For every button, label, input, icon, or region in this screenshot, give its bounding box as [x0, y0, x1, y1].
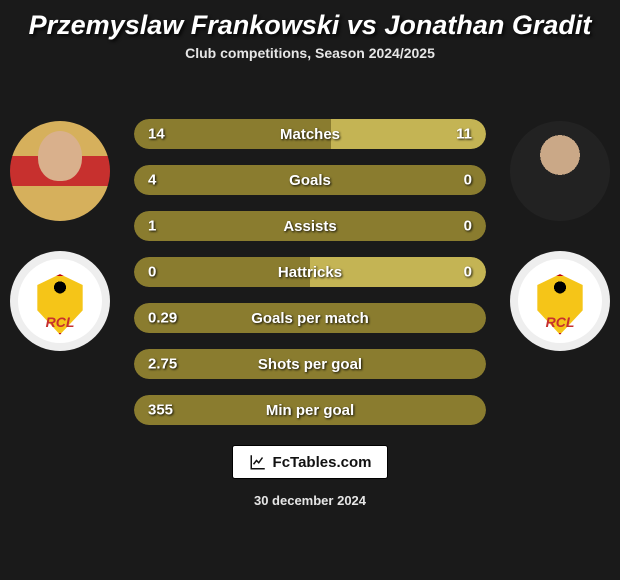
comparison-panel: Matches1411Goals40Assists10Hattricks00Go… — [0, 83, 620, 508]
stat-value-right: 0 — [464, 264, 472, 281]
stat-bar: Min per goal 355 — [134, 395, 486, 425]
stat-label: Min per goal — [266, 402, 354, 419]
stat-bar: Shots per goal 2.75 — [134, 349, 486, 379]
stat-value-left: 355 — [148, 402, 173, 419]
stat-bars: Matches1411Goals40Assists10Hattricks00Go… — [134, 83, 486, 425]
site-badge[interactable]: FcTables.com — [232, 445, 389, 479]
stat-label: Matches — [280, 126, 340, 143]
page-title: Przemyslaw Frankowski vs Jonathan Gradit — [0, 0, 620, 45]
stat-label: Goals — [289, 172, 331, 189]
subtitle: Club competitions, Season 2024/2025 — [0, 45, 620, 61]
stat-value-left: 1 — [148, 218, 156, 235]
stat-value-left: 4 — [148, 172, 156, 189]
stat-bar: Matches 14 11 — [134, 119, 486, 149]
stat-bar: Goals 4 0 — [134, 165, 486, 195]
snapshot-date: 30 december 2024 — [8, 493, 612, 508]
club-left-crest — [10, 251, 110, 351]
stat-label: Hattricks — [278, 264, 342, 281]
stat-value-right: 11 — [456, 126, 472, 143]
stat-bar: Assists 1 0 — [134, 211, 486, 241]
stat-bar: Goals per match 0.29 — [134, 303, 486, 333]
stat-value-left: 2.75 — [148, 356, 177, 373]
stat-label: Shots per goal — [258, 356, 362, 373]
stat-value-left: 0.29 — [148, 310, 177, 327]
chart-icon — [249, 453, 267, 471]
stat-label: Goals per match — [251, 310, 369, 327]
site-name: FcTables.com — [273, 454, 372, 471]
player-right-avatar — [510, 121, 610, 221]
stat-label: Assists — [283, 218, 336, 235]
stat-value-left: 14 — [148, 126, 165, 143]
stat-value-right: 0 — [464, 218, 472, 235]
stat-value-left: 0 — [148, 264, 156, 281]
stat-value-right: 0 — [464, 172, 472, 189]
stat-bar: Hattricks 0 0 — [134, 257, 486, 287]
player-left-avatar — [10, 121, 110, 221]
club-right-crest — [510, 251, 610, 351]
